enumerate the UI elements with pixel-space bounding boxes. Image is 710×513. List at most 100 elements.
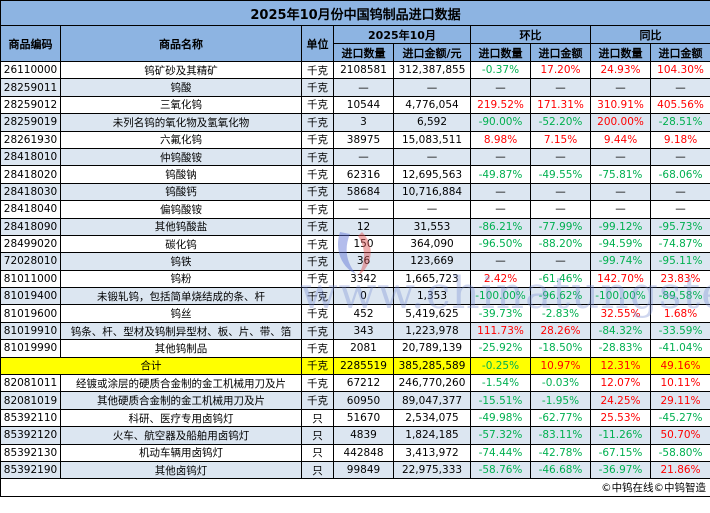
cell-qty: 36 xyxy=(333,252,394,271)
table-row: 81011000 钨粉 千克 3342 1,665,723 2.42% -61.46% 142… xyxy=(0,269,710,289)
header-yoy-amount: 进口金额 xyxy=(649,43,710,62)
cell-qty: 150 xyxy=(333,234,394,254)
cell-unit: 只 xyxy=(301,460,334,480)
cell-yoy-qty: 12.31% xyxy=(590,356,651,376)
cell-unit: 千克 xyxy=(301,165,334,184)
cell-yoy-amt: 49.16% xyxy=(649,356,710,376)
cell-code: 28261930 xyxy=(0,130,61,149)
header-mom: 环比 xyxy=(470,25,591,44)
table-row: 72028010 钨铁 千克 36 123,669— — -99.74% -95.11% xyxy=(0,252,710,271)
table-row: 85392130 机动车辆用卤钨灯只 442848 3,413,972 -74.44% -… xyxy=(0,443,710,462)
table-row: 28259012 三氧化钨 千克 10544 4,776,054 219.52% 171.3… xyxy=(0,95,710,115)
cell-yoy-qty: 12.07% xyxy=(590,374,651,393)
cell-unit: 千克 xyxy=(301,252,334,271)
cell-name: 钨铁 xyxy=(60,252,302,271)
cell-yoy-amt: 29.11% xyxy=(649,391,710,410)
cell-qty: 12 xyxy=(333,217,394,236)
cell-mom-qty: -0.25% xyxy=(470,356,531,376)
cell-yoy-qty: -36.97% xyxy=(590,460,651,480)
cell-yoy-amt: -45.27% xyxy=(649,408,710,428)
cell-yoy-qty: 200.00% xyxy=(590,113,651,132)
cell-name: 钨条、杆、型材及钨制异型材、板、片、带、箔 xyxy=(60,321,302,341)
cell-unit: 千克 xyxy=(301,356,334,376)
total-row: 合计 千克 2285519 385,285,589 -0.25% 10.97% 12.31%… xyxy=(0,356,710,376)
cell-code: 81011000 xyxy=(0,269,61,289)
table-row: 28418030 钨酸钙 千克 58684 10,716,884— — — — xyxy=(0,182,710,202)
cell-yoy-qty: -99.74% xyxy=(590,252,651,271)
cell-yoy-qty: -11.26% xyxy=(590,426,651,445)
cell-yoy-amt: -58.80% xyxy=(649,443,710,462)
table-title: 2025年10月份中国钨制品进口数据 xyxy=(0,0,710,26)
cell-yoy-qty: — xyxy=(590,182,651,202)
cell-name: 钨酸 xyxy=(60,78,302,97)
cell-yoy-amt: -95.73% xyxy=(649,217,710,236)
cell-yoy-qty: -84.32% xyxy=(590,321,651,341)
header-name: 商品名称 xyxy=(60,25,302,62)
cell-mom-amt: — xyxy=(530,182,591,202)
cell-unit: 千克 xyxy=(301,60,334,80)
cell-code: 82081019 xyxy=(0,391,61,410)
cell-yoy-qty: 310.91% xyxy=(590,95,651,115)
cell-code: 28418010 xyxy=(0,147,61,167)
cell-mom-amt: -49.55% xyxy=(530,165,591,184)
cell-name: 钨酸钙 xyxy=(60,182,302,202)
cell-unit: 千克 xyxy=(301,234,334,254)
cell-yoy-qty: 25.53% xyxy=(590,408,651,428)
cell-name: 其他钨制品 xyxy=(60,339,302,358)
cell-amount: 15,083,511 xyxy=(393,130,471,149)
cell-mom-qty: -39.73% xyxy=(470,304,531,323)
cell-amount: — xyxy=(393,78,471,97)
cell-mom-qty: -86.21% xyxy=(470,217,531,236)
cell-mom-qty: -58.76% xyxy=(470,460,531,480)
cell-amount: 31,553 xyxy=(393,217,471,236)
cell-name: 未锻轧钨，包括简单烧结成的条、杆 xyxy=(60,287,302,306)
cell-code: 82081011 xyxy=(0,374,61,393)
cell-amount: 312,387,855 xyxy=(393,60,471,80)
cell-code: 85392130 xyxy=(0,443,61,462)
cell-amount: 5,419,625 xyxy=(393,304,471,323)
cell-yoy-amt: -68.06% xyxy=(649,165,710,184)
cell-name: 未列名钨的氧化物及氢氧化物 xyxy=(60,113,302,132)
cell-qty: 62316 xyxy=(333,165,394,184)
cell-mom-qty: -49.98% xyxy=(470,408,531,428)
cell-name: 钨丝 xyxy=(60,304,302,323)
cell-code: 28259019 xyxy=(0,113,61,132)
cell-code: 28259011 xyxy=(0,78,61,97)
cell-mom-qty: 219.52% xyxy=(470,95,531,115)
cell-unit: 只 xyxy=(301,408,334,428)
cell-yoy-qty: -67.15% xyxy=(590,443,651,462)
cell-unit: 千克 xyxy=(301,95,334,115)
cell-amount: 3,413,972 xyxy=(393,443,471,462)
cell-yoy-qty: — xyxy=(590,200,651,219)
tungsten-import-table: 2025年10月份中国钨制品进口数据 商品编码 商品名称 单位 2025年10月… xyxy=(0,0,710,498)
cell-mom-qty: — xyxy=(470,252,531,271)
cell-yoy-amt: -28.51% xyxy=(649,113,710,132)
cell-qty: 60950 xyxy=(333,391,394,410)
cell-amount: 6,592 xyxy=(393,113,471,132)
cell-unit: 千克 xyxy=(301,130,334,149)
header-code: 商品编码 xyxy=(0,25,61,62)
table-row: 28418020 钨酸钠 千克 62316 12,695,563 -49.87% -49.5… xyxy=(0,165,710,184)
cell-yoy-qty: 142.70% xyxy=(590,269,651,289)
cell-yoy-qty: 9.44% xyxy=(590,130,651,149)
cell-yoy-qty: -94.59% xyxy=(590,234,651,254)
cell-mom-qty: 8.98% xyxy=(470,130,531,149)
cell-name: 三氧化钨 xyxy=(60,95,302,115)
header-mom-qty: 进口数量 xyxy=(470,43,531,62)
cell-name: 火车、航空器及船舶用卤钨灯 xyxy=(60,426,302,445)
cell-amount: 1,223,978 xyxy=(393,321,471,341)
cell-unit: 千克 xyxy=(301,339,334,358)
header-period: 2025年10月 xyxy=(333,25,471,44)
cell-mom-amt: -18.50% xyxy=(530,339,591,358)
table-row: 82081019 其他硬质合金制的金工机械用刀及片 千克 60950 89,047,37… xyxy=(0,391,710,410)
cell-mom-amt: -88.20% xyxy=(530,234,591,254)
table-row: 28418010 仲钨酸铵 千克 — — — — — — xyxy=(0,147,710,167)
cell-code: 85392120 xyxy=(0,426,61,445)
cell-mom-qty: — xyxy=(470,147,531,167)
cell-name: 科研、医疗专用卤钨灯 xyxy=(60,408,302,428)
cell-yoy-amt: -95.11% xyxy=(649,252,710,271)
cell-mom-qty: -49.87% xyxy=(470,165,531,184)
cell-unit: 只 xyxy=(301,426,334,445)
cell-yoy-amt: 23.83% xyxy=(649,269,710,289)
cell-yoy-amt: -89.58% xyxy=(649,287,710,306)
